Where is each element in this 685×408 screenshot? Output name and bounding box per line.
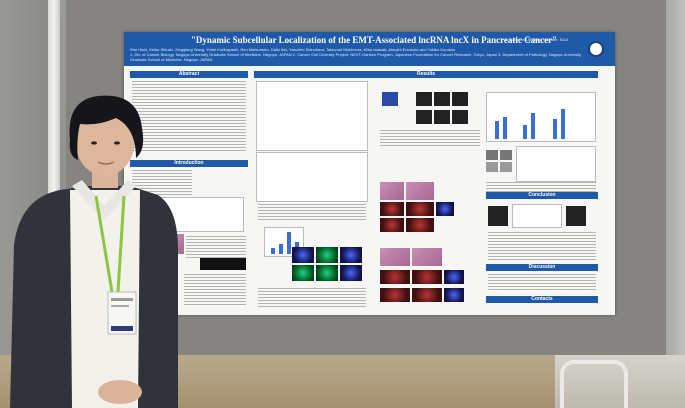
he-stain-1 (380, 182, 404, 200)
expression-bar-6 (561, 109, 565, 139)
right-eye (114, 141, 120, 145)
results-text-2 (258, 288, 366, 308)
expression-bar-2 (503, 117, 507, 139)
shirt (70, 190, 140, 408)
results-fluorescence-1 (292, 247, 314, 263)
badge-band (111, 326, 133, 331)
badge-line-1 (111, 298, 133, 301)
poster-header: "Dynamic Subcellular Localization of the… (124, 32, 615, 66)
mouth (97, 161, 115, 165)
section-discussion: Discussion (486, 264, 598, 271)
ish-image-3 (436, 202, 454, 216)
chair (560, 360, 628, 408)
bar-3 (287, 232, 291, 254)
results-fluorescence-5 (316, 265, 338, 281)
blot-4 (500, 162, 512, 172)
ish-image-4 (380, 218, 404, 232)
poster-affiliations: 1. Div. of Cancer Biology, Nagoya Univer… (130, 52, 582, 62)
expression-bar-3 (523, 125, 527, 139)
discussion-text (488, 274, 596, 292)
lanyard (94, 195, 126, 293)
results-image-a (382, 92, 398, 106)
introduction-footer-text (184, 274, 246, 306)
section-results: Results (254, 71, 598, 78)
university-logo (588, 41, 604, 57)
conclusion-text (488, 232, 596, 260)
section-introduction: Introduction (130, 160, 248, 167)
results-image-d (452, 92, 468, 106)
results-diagram-1 (256, 81, 368, 151)
ish-image-9 (380, 288, 410, 302)
chart-caption (486, 182, 596, 194)
section-conclusion: Conclusion (486, 192, 598, 199)
results-fluorescence-3 (340, 247, 362, 263)
section-contacts: Contacts (486, 296, 598, 303)
results-fluorescence-6 (340, 265, 362, 281)
ish-image-2 (406, 202, 434, 216)
research-poster: "Dynamic Subcellular Localization of the… (124, 32, 615, 315)
bar-1 (271, 248, 275, 254)
ish-image-8 (444, 270, 464, 284)
hands (98, 380, 142, 404)
results-diagram-2 (256, 152, 368, 202)
ish-image-10 (412, 288, 442, 302)
left-eye (91, 141, 97, 145)
ish-image-5 (406, 218, 434, 232)
introduction-banner (200, 258, 246, 270)
expression-bar-5 (553, 119, 557, 139)
conclusion-diagram (512, 204, 562, 228)
results-fluorescence-4 (292, 265, 314, 281)
results-text-1 (258, 204, 366, 222)
results-image-g (452, 110, 468, 124)
expression-bar-1 (495, 121, 499, 139)
he-stain-4 (412, 248, 442, 266)
badge-line-2 (111, 305, 129, 307)
hair (69, 95, 144, 160)
results-image-b (416, 92, 432, 106)
poster-abstract-number: Published Abstract Number: 5114 (509, 37, 569, 42)
blot-3 (486, 162, 498, 172)
he-stain-3 (380, 248, 410, 266)
right-board-edge (666, 0, 685, 360)
expression-bar-4 (531, 113, 535, 139)
poster-title: "Dynamic Subcellular Localization of the… (190, 35, 558, 45)
ish-image-11 (444, 288, 464, 302)
poster-author-list: Sho Hioki, Keiko Shiraki, Xingqiang Wang… (130, 47, 455, 52)
results-image-e (416, 110, 432, 124)
ish-image-6 (380, 270, 410, 284)
results-fluorescence-2 (316, 247, 338, 263)
poster-authors: Sho Hioki, Keiko Shiraki, Xingqiang Wang… (130, 47, 585, 62)
bar-2 (279, 244, 283, 254)
results-image-f (434, 110, 450, 124)
blot-1 (486, 150, 498, 160)
conclusion-image-1 (488, 206, 508, 226)
he-stain-2 (406, 182, 434, 200)
introduction-notes (186, 236, 246, 258)
results-text-3 (380, 130, 480, 148)
expression-chart (486, 92, 596, 142)
ish-image-1 (380, 202, 404, 216)
line-chart (516, 146, 596, 182)
abstract-text (132, 81, 246, 153)
conclusion-image-2 (566, 206, 586, 226)
shirt-collar (72, 180, 136, 220)
ish-image-7 (412, 270, 442, 284)
section-abstract: Abstract (130, 71, 248, 78)
blot-2 (500, 150, 512, 160)
results-image-c (434, 92, 450, 106)
